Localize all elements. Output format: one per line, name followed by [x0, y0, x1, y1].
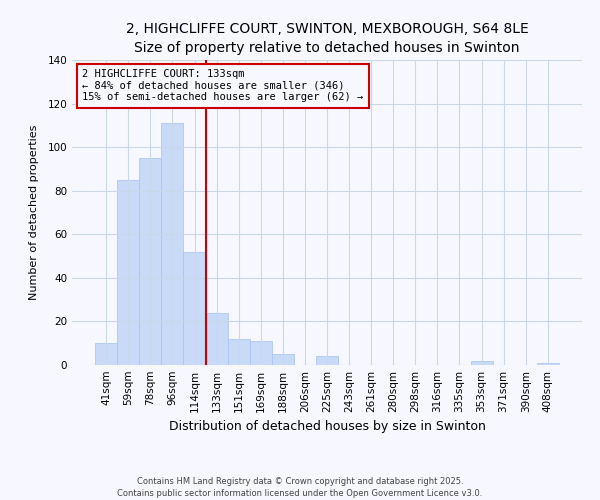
Text: 2 HIGHCLIFFE COURT: 133sqm
← 84% of detached houses are smaller (346)
15% of sem: 2 HIGHCLIFFE COURT: 133sqm ← 84% of deta… — [82, 69, 364, 102]
Bar — [117, 180, 139, 365]
Bar — [250, 341, 272, 365]
Bar — [537, 363, 559, 365]
Y-axis label: Number of detached properties: Number of detached properties — [29, 125, 39, 300]
Bar — [139, 158, 161, 365]
Bar — [470, 360, 493, 365]
Title: 2, HIGHCLIFFE COURT, SWINTON, MEXBOROUGH, S64 8LE
Size of property relative to d: 2, HIGHCLIFFE COURT, SWINTON, MEXBOROUGH… — [125, 22, 529, 54]
Bar — [316, 356, 338, 365]
Text: Contains HM Land Registry data © Crown copyright and database right 2025.
Contai: Contains HM Land Registry data © Crown c… — [118, 476, 482, 498]
Bar — [206, 312, 227, 365]
Bar — [161, 123, 184, 365]
Bar — [272, 354, 294, 365]
Bar — [184, 252, 206, 365]
Bar — [95, 343, 117, 365]
Bar — [227, 339, 250, 365]
X-axis label: Distribution of detached houses by size in Swinton: Distribution of detached houses by size … — [169, 420, 485, 434]
